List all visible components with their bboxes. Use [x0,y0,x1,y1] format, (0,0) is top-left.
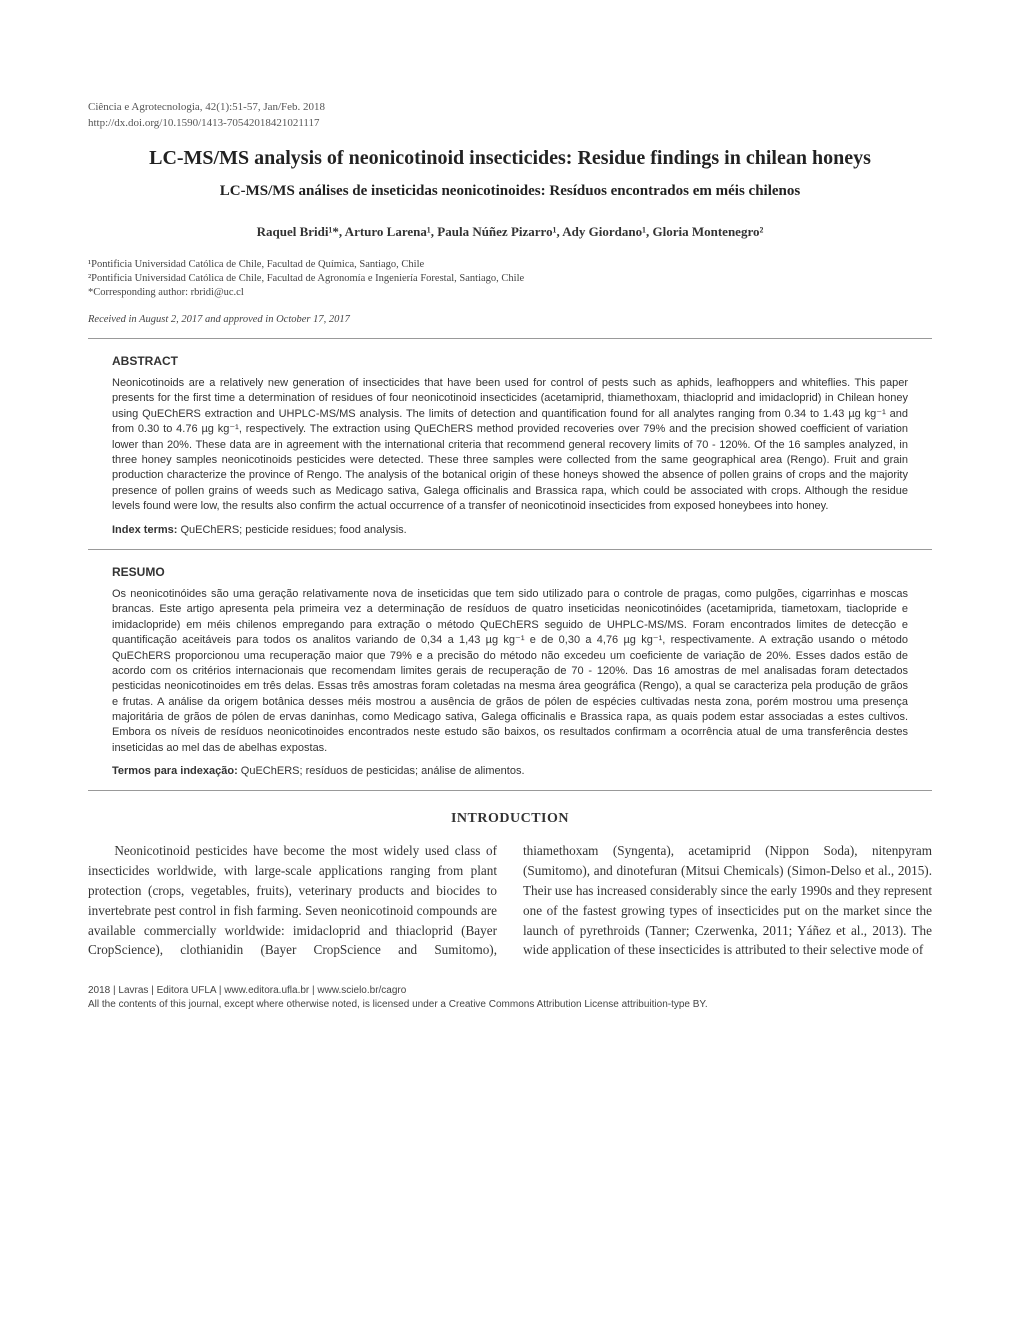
index-terms-label: Index terms: [112,524,177,536]
affiliation-1: ¹Pontificia Universidad Católica de Chil… [88,258,932,272]
termos-label: Termos para indexação: [112,765,238,777]
resumo-text: Os neonicotinóides são uma geração relat… [112,587,908,756]
journal-citation: Ciência e Agrotecnologia, 42(1):51-57, J… [88,100,932,116]
received-approved-dates: Received in August 2, 2017 and approved … [88,312,932,327]
introduction-heading: INTRODUCTION [88,809,932,829]
footer-license-line: All the contents of this journal, except… [88,998,932,1012]
abstract-text: Neonicotinoids are a relatively new gene… [112,376,908,515]
doi-link: http://dx.doi.org/10.1590/1413-705420184… [88,116,932,132]
introduction-body: Neonicotinoid pesticides have become the… [88,841,932,960]
page-footer: 2018 | Lavras | Editora UFLA | www.edito… [88,984,932,1011]
affiliation-2: ²Pontificia Universidad Católica de Chil… [88,272,932,286]
resumo-heading: RESUMO [112,564,908,581]
journal-header: Ciência e Agrotecnologia, 42(1):51-57, J… [88,100,932,132]
article-title-pt: LC-MS/MS análises de inseticidas neonico… [88,181,932,201]
divider-rule [88,790,932,791]
termos-value: QuEChERS; resíduos de pesticidas; anális… [238,765,525,777]
index-terms-value: QuEChERS; pesticide residues; food analy… [177,524,406,536]
divider-rule [88,338,932,339]
affiliations-block: ¹Pontificia Universidad Católica de Chil… [88,258,932,301]
abstract-block: ABSTRACT Neonicotinoids are a relatively… [88,353,932,539]
article-title-en: LC-MS/MS analysis of neonicotinoid insec… [88,146,932,171]
corresponding-author: *Corresponding author: rbridi@uc.cl [88,286,932,300]
introduction-paragraph: Neonicotinoid pesticides have become the… [88,841,932,960]
termos-indexacao-line: Termos para indexação: QuEChERS; resíduo… [112,764,908,780]
authors-line: Raquel Bridi¹*, Arturo Larena¹, Paula Nú… [88,223,932,242]
footer-publisher-line: 2018 | Lavras | Editora UFLA | www.edito… [88,984,932,998]
abstract-heading: ABSTRACT [112,353,908,370]
resumo-block: RESUMO Os neonicotinóides são uma geraçã… [88,564,932,781]
index-terms-line: Index terms: QuEChERS; pesticide residue… [112,523,908,539]
divider-rule [88,549,932,550]
